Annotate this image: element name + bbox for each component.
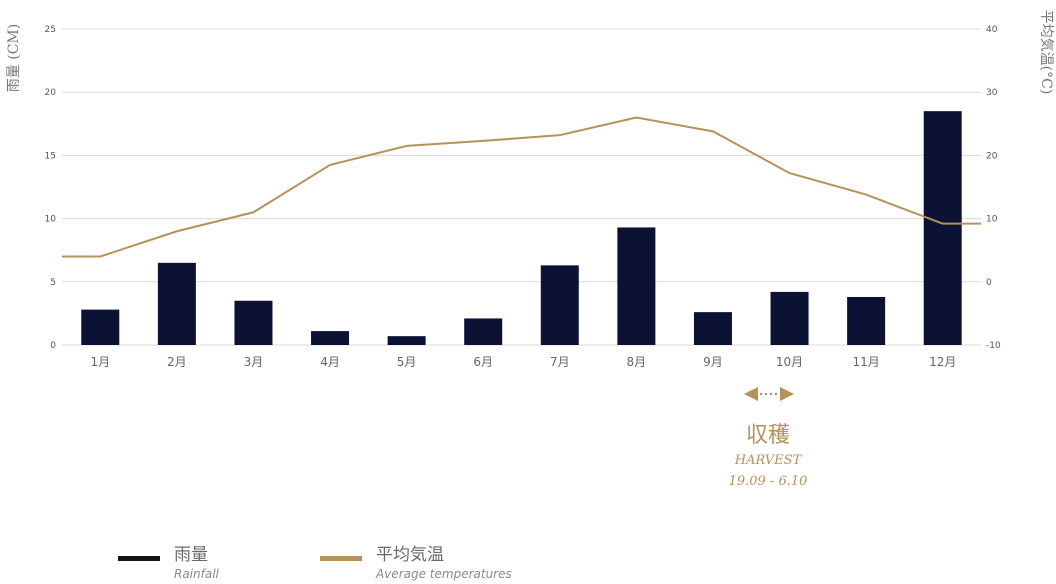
right-tick-label: 0 (986, 278, 992, 288)
month-label: 12月 (929, 355, 956, 369)
right-tick-label: 30 (986, 88, 998, 98)
left-tick-label: 10 (45, 215, 57, 225)
left-axis-ticks: 0 5 10 15 20 25 (45, 25, 57, 351)
month-label: 7月 (550, 355, 570, 369)
month-label: 1月 (90, 355, 110, 369)
month-label: 4月 (320, 355, 340, 369)
rainfall-bar (157, 262, 196, 345)
rainfall-swatch (118, 556, 160, 561)
legend-rainfall-en: Rainfall (174, 567, 219, 581)
rainfall-bar (464, 318, 503, 345)
right-tick-label: -10 (986, 341, 1001, 351)
legend-temperature-en: Average temperatures (376, 567, 512, 581)
legend-temperature-ja: 平均気温 (376, 545, 444, 565)
legend-rainfall: 雨量 Rainfall (118, 540, 219, 581)
right-axis-ticks: -10 0 10 20 30 40 (986, 25, 1001, 351)
left-tick-label: 0 (50, 341, 56, 351)
month-label: 5月 (397, 355, 417, 369)
rainfall-bar (847, 296, 886, 345)
harvest-label-ja: 収穫 (745, 423, 790, 448)
month-label: 8月 (627, 355, 647, 369)
double-arrow-icon (744, 387, 794, 401)
rainfall-bar (234, 300, 273, 345)
left-tick-label: 15 (45, 151, 56, 161)
right-tick-label: 10 (986, 215, 998, 225)
harvest-dates: 19.09 - 6.10 (728, 474, 808, 489)
rainfall-bar (693, 312, 732, 345)
rainfall-bar (770, 291, 809, 345)
harvest-label-en: HARVEST (734, 453, 802, 468)
month-label: 11月 (852, 355, 879, 369)
climate-chart: 0 5 10 15 20 25 -10 0 10 20 30 40 1月 2月 3月 4月 5月 6月 7月 8月… (6, 10, 1054, 369)
temperature-line (62, 116, 981, 258)
left-tick-label: 25 (45, 25, 56, 35)
month-label: 6月 (473, 355, 493, 369)
month-label: 9月 (703, 355, 723, 369)
temperature-swatch (320, 556, 362, 561)
month-label: 10月 (776, 355, 803, 369)
legend-temperature: 平均気温 Average temperatures (320, 540, 512, 581)
right-tick-label: 40 (986, 25, 998, 35)
rainfall-bar (923, 111, 962, 345)
rainfall-bar (311, 331, 350, 345)
left-tick-label: 5 (50, 278, 56, 288)
left-tick-label: 20 (45, 88, 57, 98)
rainfall-bar (387, 336, 426, 345)
month-label: 3月 (244, 355, 264, 369)
right-tick-label: 20 (986, 151, 998, 161)
gridlines (62, 28, 981, 346)
left-axis-title: 雨量 (CM) (6, 24, 22, 92)
month-label: 2月 (167, 355, 187, 369)
rainfall-bar (81, 309, 120, 345)
rainfall-bar (540, 265, 579, 345)
month-labels: 1月 2月 3月 4月 5月 6月 7月 8月 9月 10月 11月 12月 (90, 355, 956, 369)
legend-rainfall-ja: 雨量 (174, 545, 208, 565)
harvest-annotation: 収穫 HARVEST 19.09 - 6.10 (708, 383, 828, 489)
right-axis-title: 平均気温(°C) (1038, 10, 1054, 95)
rainfall-bar (617, 227, 656, 345)
rainfall-bars (81, 111, 962, 345)
